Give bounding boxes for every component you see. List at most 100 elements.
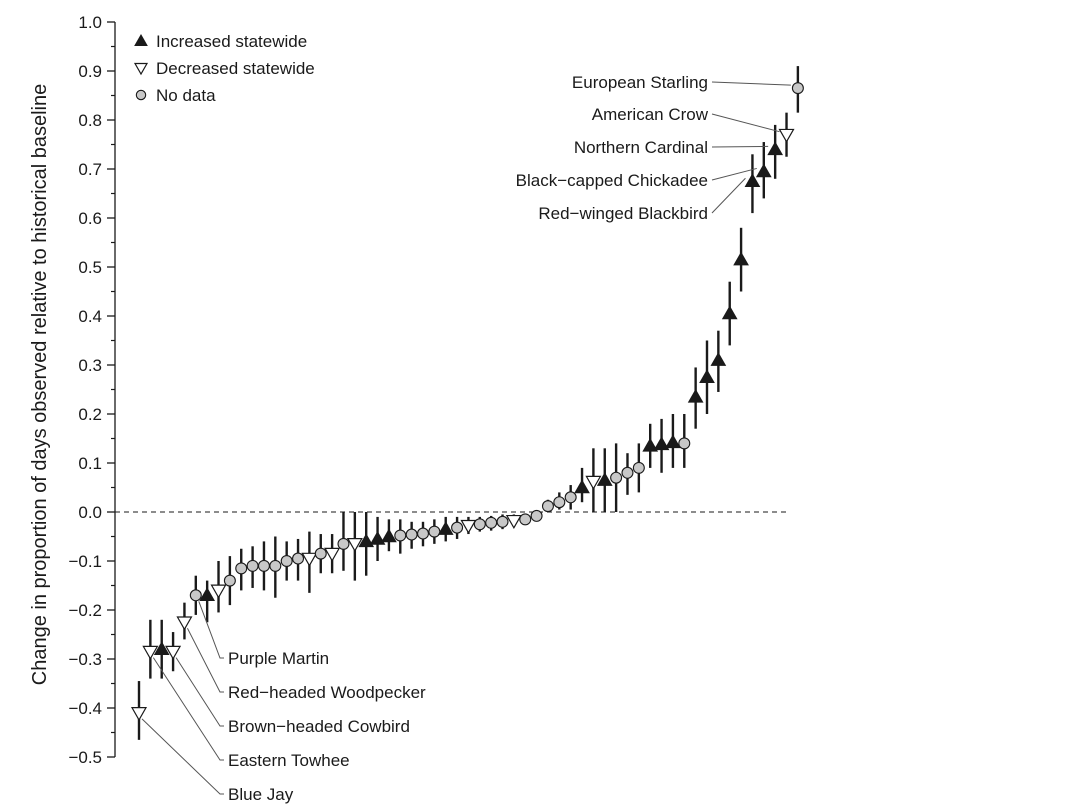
data-point bbox=[553, 492, 566, 510]
data-point bbox=[437, 516, 454, 542]
data-point bbox=[369, 516, 386, 561]
data-point bbox=[733, 227, 749, 292]
annotation-leader bbox=[711, 145, 769, 148]
circle-marker bbox=[791, 82, 804, 95]
annotation-leader bbox=[198, 601, 224, 659]
triangle-down-marker bbox=[460, 519, 477, 534]
triangle-up-marker bbox=[381, 528, 397, 543]
triangle-up-marker bbox=[733, 251, 749, 266]
species-label: Red−winged Blackbird bbox=[538, 204, 708, 223]
triangle-down-marker bbox=[133, 62, 149, 76]
annotation-leader bbox=[711, 81, 791, 86]
data-point bbox=[142, 619, 159, 679]
triangle-down-marker bbox=[346, 537, 363, 553]
species-label: Eastern Towhee bbox=[228, 751, 350, 770]
legend-label: Increased statewide bbox=[156, 32, 307, 51]
y-tick-label: 0.2 bbox=[78, 405, 102, 424]
data-point bbox=[451, 516, 464, 539]
triangle-up-marker bbox=[755, 163, 772, 178]
data-point bbox=[610, 443, 623, 512]
circle-marker bbox=[496, 515, 509, 528]
legend: Increased statewide Decreased statewide No… bbox=[133, 32, 315, 105]
data-point bbox=[541, 499, 554, 513]
circle-marker bbox=[678, 437, 691, 450]
triangle-up-marker bbox=[687, 388, 704, 403]
y-tick-label: −0.4 bbox=[68, 699, 102, 718]
data-point bbox=[223, 556, 236, 606]
circle-marker bbox=[530, 509, 543, 522]
triangle-down-marker bbox=[142, 645, 159, 660]
circle-marker bbox=[235, 562, 248, 575]
y-tick-label: 1.0 bbox=[78, 13, 102, 32]
data-point bbox=[653, 418, 670, 473]
circle-marker bbox=[292, 552, 305, 565]
y-axis: 1.0 0.9 0.8 0.7 0.6 0.5 0.4 0.3 0.2 0.1 0.0 −0.1 −0.… bbox=[68, 13, 116, 767]
data-point bbox=[324, 534, 341, 574]
data-point bbox=[210, 561, 227, 613]
species-label: Northern Cardinal bbox=[574, 138, 708, 157]
data-point bbox=[744, 154, 761, 214]
legend-item: No data bbox=[135, 86, 216, 105]
species-label: American Crow bbox=[592, 105, 709, 124]
y-tick-label: 0.4 bbox=[78, 307, 102, 326]
y-tick-label: −0.1 bbox=[68, 552, 102, 571]
y-tick-label: 0.1 bbox=[78, 454, 102, 473]
circle-marker bbox=[632, 461, 645, 474]
triangle-up-marker bbox=[596, 472, 613, 486]
data-point bbox=[632, 443, 645, 493]
data-point bbox=[460, 516, 477, 535]
data-point bbox=[473, 516, 486, 532]
circle-marker bbox=[451, 521, 464, 534]
data-points bbox=[130, 66, 804, 740]
y-tick-label: 0.3 bbox=[78, 356, 102, 375]
data-point bbox=[358, 512, 375, 576]
species-label: Blue Jay bbox=[228, 785, 294, 804]
triangle-up-marker bbox=[642, 437, 659, 452]
triangle-up-marker bbox=[653, 436, 670, 451]
triangle-up-marker bbox=[699, 369, 715, 383]
triangle-up-marker bbox=[369, 530, 386, 545]
circle-marker bbox=[337, 537, 350, 550]
circle-marker bbox=[553, 496, 566, 509]
circle-marker bbox=[541, 500, 554, 513]
data-point bbox=[642, 423, 659, 468]
y-tick-label: 0.9 bbox=[78, 62, 102, 81]
data-point bbox=[130, 681, 148, 740]
data-point bbox=[246, 546, 259, 588]
triangle-down-marker bbox=[165, 645, 182, 660]
annotation-leader bbox=[141, 718, 224, 795]
data-point bbox=[564, 485, 577, 510]
data-point bbox=[394, 519, 407, 554]
data-point bbox=[165, 632, 182, 672]
triangle-down-marker bbox=[176, 616, 193, 631]
data-point bbox=[280, 541, 293, 581]
circle-marker bbox=[405, 528, 418, 541]
triangle-up-marker bbox=[721, 305, 738, 320]
data-point bbox=[314, 534, 327, 574]
circle-marker bbox=[280, 554, 293, 568]
y-tick-label: 0.5 bbox=[78, 258, 102, 277]
annotation-leader bbox=[711, 177, 746, 214]
annotation-leader bbox=[186, 628, 224, 693]
data-point bbox=[687, 367, 704, 429]
circle-marker bbox=[485, 516, 498, 529]
data-point bbox=[189, 575, 202, 615]
y-tick-label: −0.5 bbox=[68, 748, 102, 767]
data-point bbox=[405, 521, 418, 549]
circle-marker bbox=[189, 589, 202, 602]
triangle-up-marker bbox=[710, 352, 727, 366]
y-tick-label: 0.7 bbox=[78, 160, 102, 179]
data-point bbox=[301, 531, 318, 593]
triangle-up-marker bbox=[199, 587, 216, 602]
triangle-down-marker bbox=[505, 514, 522, 530]
data-point bbox=[235, 548, 248, 591]
triangle-up-marker bbox=[153, 641, 170, 655]
legend-item: Decreased statewide bbox=[133, 59, 315, 78]
data-point bbox=[505, 514, 522, 530]
y-tick-label: 0.8 bbox=[78, 111, 102, 130]
data-point bbox=[678, 414, 691, 468]
data-point bbox=[428, 519, 441, 544]
data-point bbox=[791, 66, 804, 113]
data-point bbox=[337, 512, 350, 571]
